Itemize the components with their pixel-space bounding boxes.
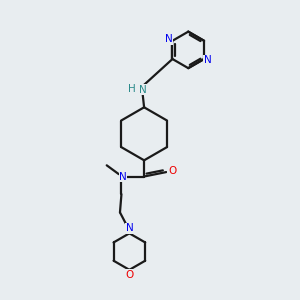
Text: O: O [125, 270, 134, 280]
Text: N: N [119, 172, 127, 182]
Text: N: N [125, 223, 133, 233]
Text: N: N [139, 85, 146, 94]
Text: N: N [204, 56, 212, 65]
Text: N: N [165, 34, 173, 44]
Text: H: H [128, 84, 136, 94]
Text: O: O [168, 166, 176, 176]
